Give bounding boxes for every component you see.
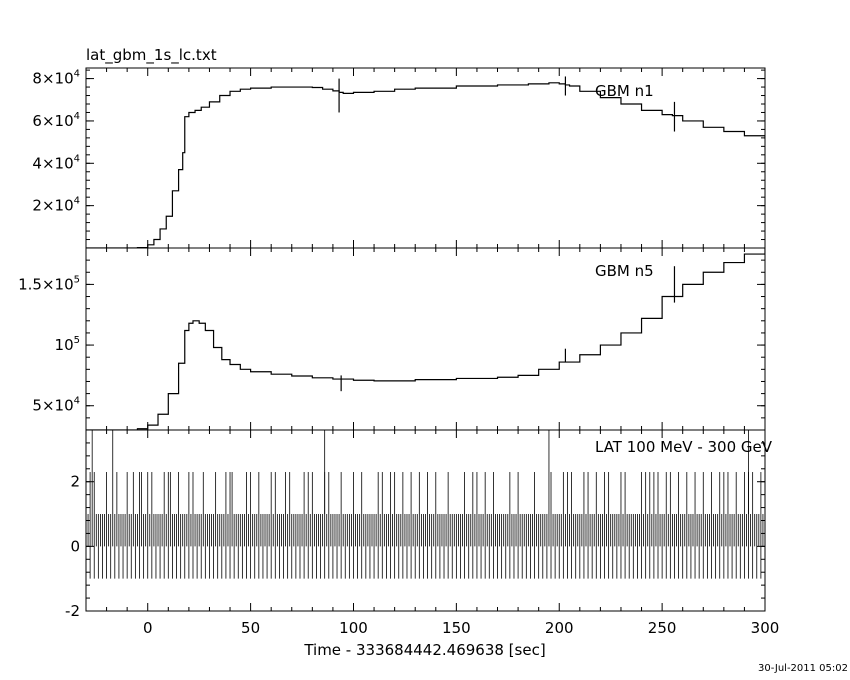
panel-lat: -2 0 2 LAT 100 MeV - 300 GeV (65, 429, 773, 620)
y-tick-mantissa: 8×10 (32, 70, 73, 88)
light-curve (86, 248, 765, 430)
light-curve (86, 82, 765, 248)
y-tick-label: 1.5×105 (18, 274, 80, 293)
timestamp: 30-Jul-2011 05:02 (758, 663, 848, 674)
x-tick-label: 300 (751, 619, 780, 637)
y-tick-exponent: 5 (74, 335, 80, 346)
y-tick-label: 0 (70, 537, 80, 555)
y-tick-mantissa: 5×10 (32, 397, 73, 415)
x-axis: 0 50 100 150 200 250 300 (143, 619, 779, 637)
y-tick-exponent: 4 (74, 111, 80, 122)
series-label: LAT 100 MeV - 300 GeV (595, 438, 773, 456)
y-tick-exponent: 4 (74, 153, 80, 164)
lat-counts (86, 514, 765, 579)
y-tick-mantissa: 1.5×10 (18, 275, 74, 293)
y-tick-label: 4×104 (32, 153, 80, 172)
y-tick-mantissa: 6×10 (32, 112, 73, 130)
x-tick-label: 200 (545, 619, 574, 637)
y-tick-mantissa: 10 (55, 336, 74, 354)
y-tick-label: 5×104 (32, 396, 80, 415)
series-label: GBM n5 (595, 262, 654, 280)
y-tick-label: 2×104 (32, 196, 80, 215)
x-tick-label: 50 (241, 619, 260, 637)
x-tick-label: 250 (648, 619, 677, 637)
x-axis-label: Time - 333684442.469638 [sec] (303, 641, 545, 659)
series-label: GBM n1 (595, 82, 654, 100)
panel-frame (85, 247, 766, 431)
y-tick-mantissa: 2×10 (32, 197, 73, 215)
x-tick-label: 0 (143, 619, 153, 637)
x-tick-label: 150 (442, 619, 471, 637)
panel-frame (85, 67, 766, 249)
y-tick-label: 8×104 (32, 69, 80, 88)
x-tick-label: 100 (339, 619, 368, 637)
y-tick-label: 6×104 (32, 111, 80, 130)
y-tick-mantissa: 4×10 (32, 154, 73, 172)
y-tick-exponent: 4 (74, 396, 80, 407)
y-tick-label: 2 (70, 473, 80, 491)
file-title: lat_gbm_1s_lc.txt (86, 46, 217, 65)
y-tick-label: 105 (55, 335, 80, 354)
y-tick-label: -2 (65, 602, 80, 620)
y-tick-exponent: 4 (74, 69, 80, 80)
y-tick-exponent: 4 (74, 196, 80, 207)
y-tick-exponent: 5 (74, 274, 80, 285)
